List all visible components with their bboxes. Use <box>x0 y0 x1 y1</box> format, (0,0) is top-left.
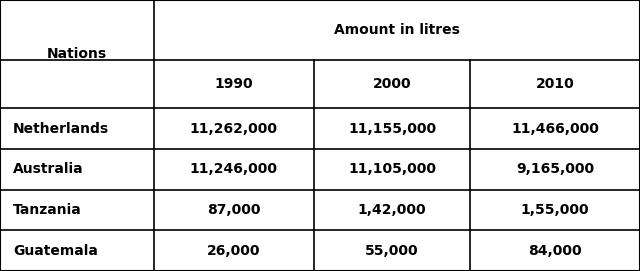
Text: 11,466,000: 11,466,000 <box>511 122 599 136</box>
Text: 11,262,000: 11,262,000 <box>189 122 278 136</box>
Text: 11,105,000: 11,105,000 <box>348 162 436 176</box>
Text: 1,55,000: 1,55,000 <box>521 203 589 217</box>
Text: 1,42,000: 1,42,000 <box>358 203 426 217</box>
Text: Netherlands: Netherlands <box>13 122 109 136</box>
Text: Tanzania: Tanzania <box>13 203 81 217</box>
Text: 11,155,000: 11,155,000 <box>348 122 436 136</box>
Text: 84,000: 84,000 <box>529 244 582 258</box>
Text: Nations: Nations <box>47 47 107 61</box>
Text: 1990: 1990 <box>214 77 253 91</box>
Text: Australia: Australia <box>13 162 83 176</box>
Text: Guatemala: Guatemala <box>13 244 98 258</box>
Text: Amount in litres: Amount in litres <box>334 23 460 37</box>
Text: 55,000: 55,000 <box>365 244 419 258</box>
Text: 26,000: 26,000 <box>207 244 260 258</box>
Text: 87,000: 87,000 <box>207 203 260 217</box>
Text: 11,246,000: 11,246,000 <box>189 162 278 176</box>
Text: 2000: 2000 <box>372 77 412 91</box>
Text: 9,165,000: 9,165,000 <box>516 162 595 176</box>
Text: 2010: 2010 <box>536 77 575 91</box>
